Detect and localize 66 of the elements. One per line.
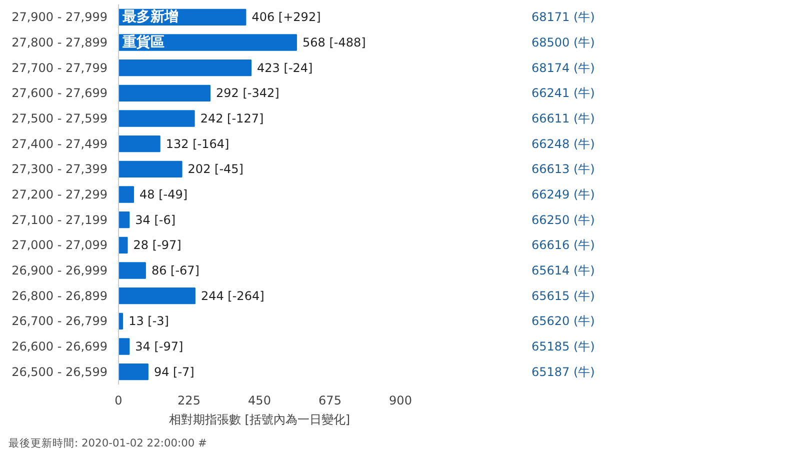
bar xyxy=(118,135,160,152)
data-label: 34 [-6] xyxy=(135,212,176,227)
y-tick-label: 27,000 - 27,099 xyxy=(12,238,108,252)
bar xyxy=(118,363,148,380)
y-tick-label: 27,100 - 27,199 xyxy=(12,212,108,227)
text: 最後更新時間: 2020-01-02 22:00:00 # xyxy=(8,436,208,450)
bar xyxy=(118,287,196,304)
y-tick-label: 27,200 - 27,299 xyxy=(12,188,108,202)
data-label: 34 [-97] xyxy=(135,340,184,354)
y-tick-label: 27,600 - 27,699 xyxy=(12,86,108,100)
bar xyxy=(118,262,146,279)
text: 66613 (牛) xyxy=(532,162,595,176)
data-label: 242 [-127] xyxy=(200,112,264,126)
annotation: 重貨區 xyxy=(122,34,164,50)
y-tick-label: 27,300 - 27,399 xyxy=(12,162,108,176)
text: 68500 (牛) xyxy=(532,36,595,50)
text: 65185 (牛) xyxy=(532,340,595,354)
bar xyxy=(118,338,130,355)
bar xyxy=(118,186,134,203)
text: 66249 (牛) xyxy=(532,188,595,202)
x-tick-label: 0 xyxy=(114,394,122,408)
x-tick-label: 450 xyxy=(248,394,271,408)
data-label: 132 [-164] xyxy=(166,136,230,151)
bar xyxy=(118,236,128,254)
x-tick-label: 900 xyxy=(389,394,412,408)
data-label: 48 [-49] xyxy=(140,188,188,202)
data-label: 244 [-264] xyxy=(200,288,264,303)
y-tick-label: 27,800 - 27,899 xyxy=(12,36,108,50)
y-tick-label: 26,900 - 26,999 xyxy=(12,264,108,278)
data-label: 406 [+292] xyxy=(252,10,321,24)
text: 66241 (牛) xyxy=(532,86,595,100)
x-tick-label: 675 xyxy=(318,394,342,408)
data-label: 568 [-488] xyxy=(302,36,366,50)
bar xyxy=(118,211,130,228)
data-label: 202 [-45] xyxy=(188,162,244,176)
y-tick-label: 26,600 - 26,699 xyxy=(12,340,108,354)
y-tick-label: 27,900 - 27,999 xyxy=(12,10,108,24)
data-label: 28 [-97] xyxy=(133,238,182,252)
text: 68174 (牛) xyxy=(532,60,595,75)
y-tick-label: 27,500 - 27,599 xyxy=(12,112,108,126)
annotation: 最多新增 xyxy=(122,8,178,26)
text: 66611 (牛) xyxy=(532,112,595,126)
y-tick-label: 26,700 - 26,799 xyxy=(12,314,108,328)
text: 65614 (牛) xyxy=(532,264,595,278)
y-tick-label: 27,700 - 27,799 xyxy=(12,60,108,75)
text: 65620 (牛) xyxy=(532,314,595,328)
bar xyxy=(118,84,210,102)
data-label: 13 [-3] xyxy=(128,314,169,328)
data-label: 86 [-67] xyxy=(151,264,200,278)
bar xyxy=(118,59,252,76)
text: 66616 (牛) xyxy=(532,238,595,252)
data-label: 94 [-7] xyxy=(154,364,194,379)
text: 65187 (牛) xyxy=(532,364,595,379)
y-tick-label: 27,400 - 27,499 xyxy=(12,136,108,151)
text: 66248 (牛) xyxy=(532,136,595,151)
data-label: 292 [-342] xyxy=(216,86,280,100)
text: 65615 (牛) xyxy=(532,288,595,303)
text: 68171 (牛) xyxy=(532,10,595,24)
bar xyxy=(118,160,182,178)
x-axis-title: 相對期指張數 [括號內為一日變化] xyxy=(168,412,350,426)
y-tick-label: 26,800 - 26,899 xyxy=(12,288,108,303)
data-label: 423 [-24] xyxy=(257,60,313,75)
bar xyxy=(118,110,195,127)
text: 66250 (牛) xyxy=(532,212,595,227)
x-tick-label: 225 xyxy=(178,394,200,408)
y-tick-label: 26,500 - 26,599 xyxy=(12,364,108,379)
